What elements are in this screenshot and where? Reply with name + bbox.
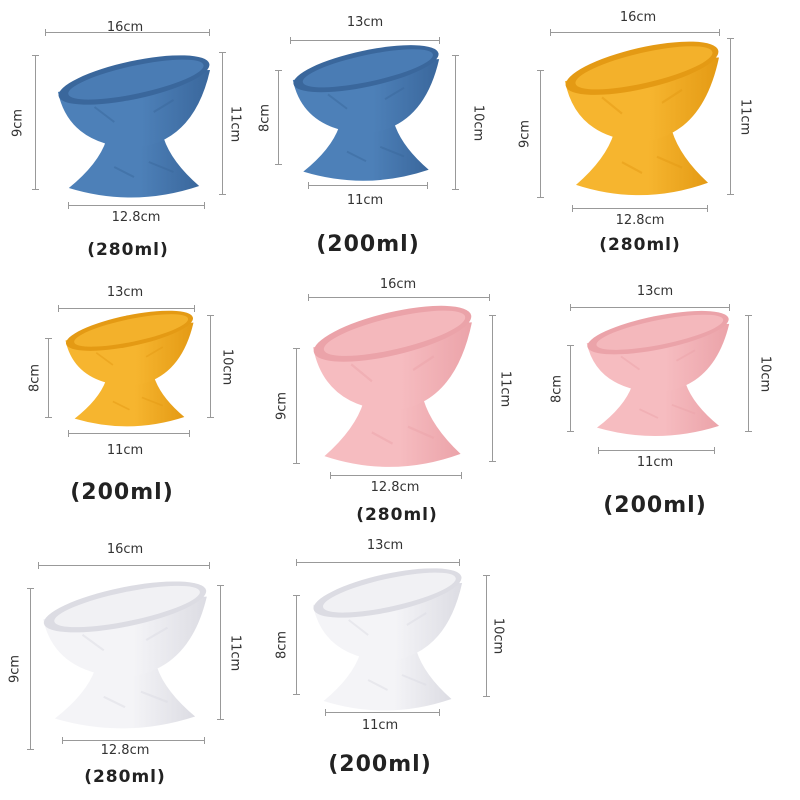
top-diameter-label: 16cm	[619, 10, 657, 25]
top-diameter-label: 13cm	[106, 285, 144, 300]
dimension-line-left	[32, 55, 39, 190]
capacity-label: (280ml)	[87, 240, 169, 260]
capacity-label: (200ml)	[70, 480, 174, 505]
dimension-line-left	[293, 595, 300, 695]
bowl-inner	[54, 585, 200, 628]
capacity-label: (280ml)	[599, 235, 681, 255]
capacity-label: (200ml)	[603, 493, 707, 518]
dimension-line-bottom	[598, 447, 715, 454]
dimension-line-left	[537, 70, 544, 198]
base-diameter-label: 12.8cm	[100, 743, 150, 758]
bowl-pedestal	[74, 377, 185, 427]
dimension-line-right	[219, 52, 226, 195]
bowl-pedestal	[324, 399, 461, 467]
dimension-line-top	[45, 29, 210, 36]
dimension-line-left	[27, 588, 34, 750]
dimension-line-left	[275, 70, 282, 165]
bowl-inner	[302, 49, 433, 88]
dimension-line-bottom	[68, 202, 205, 209]
bowl-height-label: 9cm	[517, 119, 533, 149]
bowl-inner	[323, 310, 466, 356]
total-height-label: 11cm	[497, 370, 513, 407]
bowl-inner	[74, 314, 189, 347]
base-diameter-label: 11cm	[106, 443, 144, 458]
bowl-image	[565, 41, 719, 196]
top-diameter-label: 13cm	[636, 284, 674, 299]
bowl-pedestal	[596, 383, 720, 437]
bowl-pedestal	[576, 130, 708, 196]
capacity-label: (280ml)	[84, 767, 166, 787]
total-height-label: 11cm	[227, 105, 243, 142]
top-diameter-label: 16cm	[379, 277, 417, 292]
bowl-height-label: 9cm	[7, 654, 23, 684]
bowl-height-label: 8cm	[549, 374, 565, 403]
bowl-image	[43, 581, 207, 729]
dimension-line-top	[308, 294, 490, 301]
bowl-image	[292, 45, 440, 181]
bowl-pedestal	[68, 138, 200, 198]
dimension-line-right	[207, 315, 214, 418]
bowl-image	[586, 310, 730, 437]
dimension-line-left	[567, 345, 574, 432]
bowl-image	[57, 55, 211, 198]
base-diameter-label: 12.8cm	[111, 210, 161, 225]
top-diameter-label: 13cm	[366, 538, 404, 553]
dimension-line-right	[727, 38, 734, 195]
base-diameter-label: 12.8cm	[370, 480, 420, 495]
top-diameter-label: 13cm	[346, 15, 384, 30]
bowl-inner	[323, 572, 456, 613]
bowl-height-label: 9cm	[274, 391, 290, 421]
base-diameter-label: 11cm	[361, 718, 399, 733]
dimension-line-top	[38, 562, 210, 569]
capacity-label: (200ml)	[328, 752, 432, 777]
top-diameter-label: 16cm	[106, 20, 144, 35]
dimension-line-bottom	[572, 205, 708, 212]
dimension-line-right	[489, 315, 496, 462]
total-height-label: 10cm	[219, 348, 235, 385]
dimension-line-bottom	[330, 472, 462, 479]
bowl-image	[312, 568, 463, 711]
base-diameter-label: 11cm	[636, 455, 674, 470]
dimension-line-right	[745, 315, 752, 432]
dimension-line-bottom	[308, 182, 428, 189]
bowl-inner	[575, 46, 713, 90]
total-height-label: 11cm	[737, 98, 753, 135]
bowl-image	[313, 305, 472, 467]
dimension-line-right	[452, 55, 459, 190]
dimension-line-right	[217, 585, 224, 720]
dimension-line-top	[290, 37, 440, 44]
bowl-inner	[68, 59, 204, 100]
dimension-line-top	[550, 29, 720, 36]
dimension-line-left	[45, 338, 52, 418]
bowl-image	[65, 310, 194, 427]
bowl-height-label: 8cm	[257, 103, 273, 132]
bowl-pedestal	[303, 123, 429, 181]
bowl-pedestal	[323, 651, 452, 711]
bowl-height-label: 8cm	[27, 363, 43, 393]
bowl-pedestal	[54, 666, 196, 729]
dimension-line-bottom	[325, 709, 440, 716]
total-height-label: 10cm	[757, 355, 773, 392]
base-diameter-label: 11cm	[346, 193, 384, 208]
bowl-inner	[596, 314, 724, 350]
dimension-line-top	[58, 305, 195, 312]
dimension-line-right	[483, 575, 490, 697]
total-height-label: 10cm	[470, 104, 486, 141]
dimension-line-bottom	[62, 737, 205, 744]
dimension-line-top	[296, 559, 460, 566]
base-diameter-label: 12.8cm	[615, 213, 665, 228]
total-height-label: 10cm	[490, 617, 506, 655]
dimension-line-bottom	[68, 430, 190, 437]
total-height-label: 11cm	[227, 634, 243, 671]
dimension-line-left	[293, 348, 300, 464]
top-diameter-label: 16cm	[106, 542, 144, 557]
bowl-height-label: 9cm	[10, 108, 26, 137]
capacity-label: (200ml)	[316, 232, 420, 257]
dimension-line-top	[570, 304, 730, 311]
capacity-label: (280ml)	[356, 505, 438, 525]
bowl-height-label: 8cm	[274, 630, 290, 660]
